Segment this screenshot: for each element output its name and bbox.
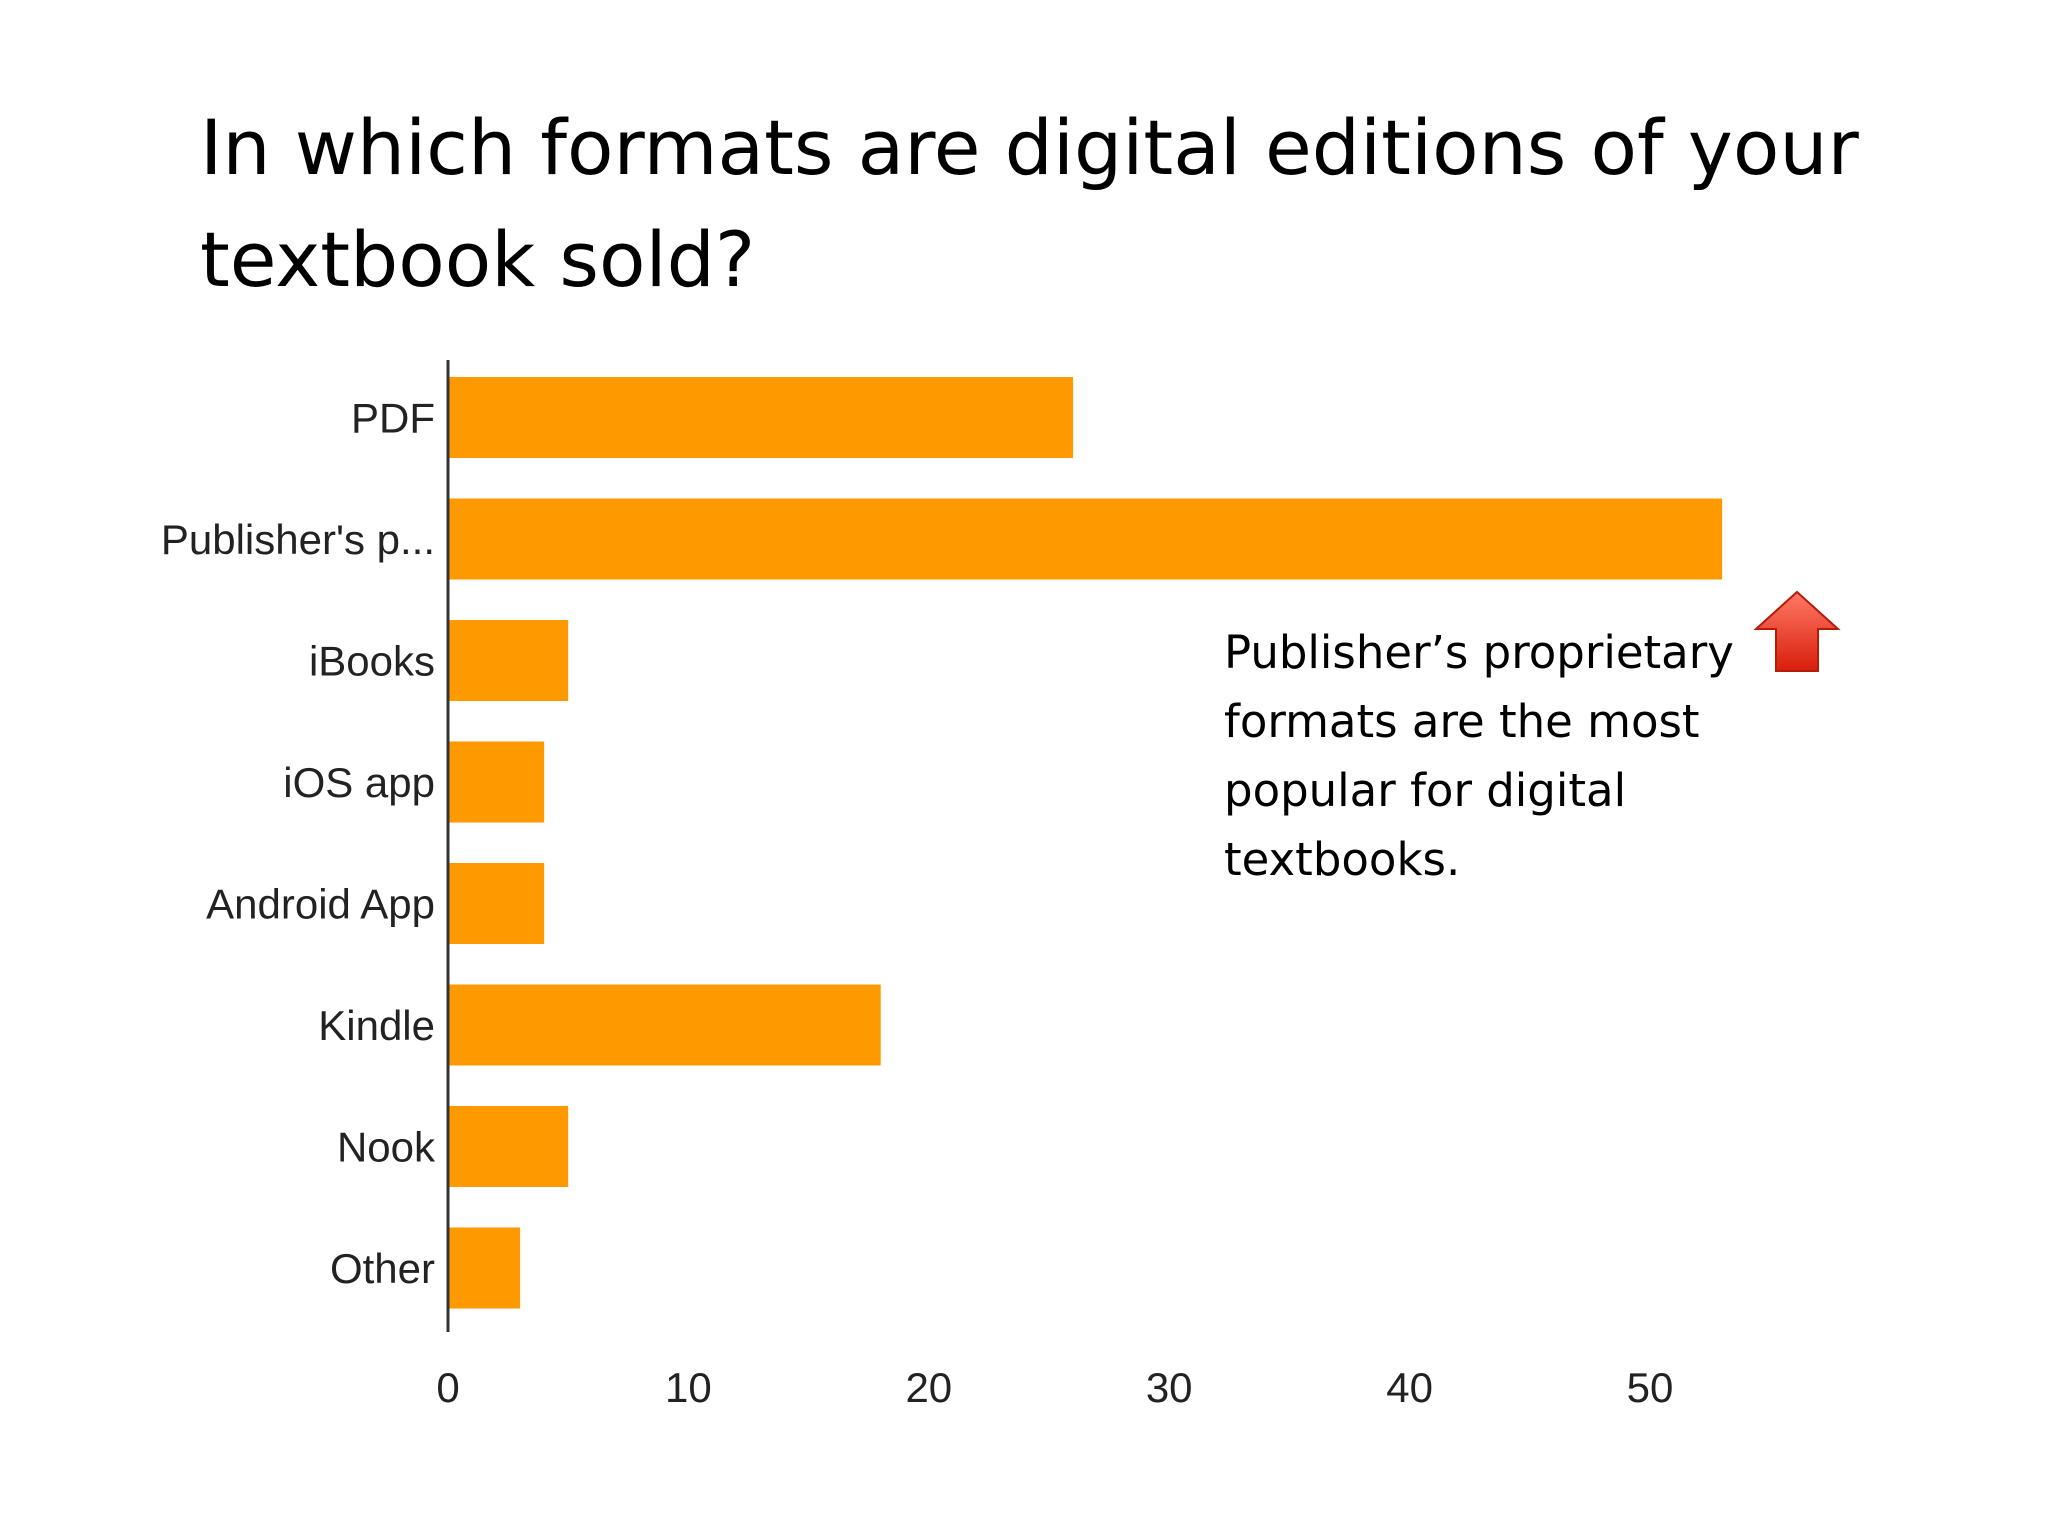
bar-4 <box>448 863 545 944</box>
category-label-6: Nook <box>337 1124 436 1171</box>
x-tick-label-4: 40 <box>1386 1364 1433 1411</box>
category-label-3: iOS app <box>283 759 435 806</box>
category-labels-group: PDF Publisher's p... iBooks iOS app Android … <box>161 395 436 1293</box>
bar-5 <box>448 984 881 1066</box>
bar-3 <box>448 741 545 823</box>
category-label-4: Android App <box>206 881 435 928</box>
bar-6 <box>448 1106 569 1187</box>
x-tick-label-3: 30 <box>1146 1364 1193 1411</box>
category-label-7: Other <box>330 1245 435 1292</box>
category-label-1: Publisher's p... <box>161 516 435 563</box>
bar-0 <box>448 377 1074 458</box>
bar-1 <box>448 498 1723 580</box>
x-tick-label-0: 0 <box>436 1364 459 1411</box>
annotation-text: Publisher’s proprietary formats are the … <box>1224 626 1734 886</box>
x-tick-label-1: 10 <box>665 1364 712 1411</box>
red-up-arrow-icon <box>1753 590 1841 672</box>
x-tick-label-5: 50 <box>1627 1364 1674 1411</box>
bar-2 <box>448 620 569 701</box>
category-label-2: iBooks <box>309 638 435 685</box>
x-tick-labels-group: 0 10 20 30 40 50 <box>436 1364 1673 1411</box>
x-tick-label-2: 20 <box>905 1364 952 1411</box>
bars-group <box>448 377 1723 1309</box>
bar-7 <box>448 1227 521 1309</box>
category-label-0: PDF <box>351 395 435 442</box>
category-label-5: Kindle <box>318 1002 435 1049</box>
slide-title: In which formats are digital editions of… <box>200 103 1859 304</box>
